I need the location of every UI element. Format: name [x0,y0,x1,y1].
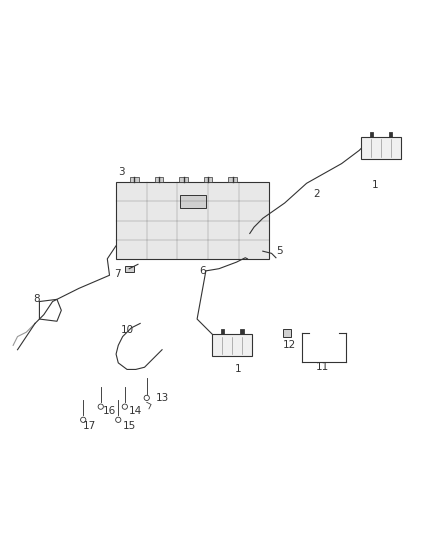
Bar [240,329,244,334]
Bar [212,334,252,356]
Bar [228,177,237,182]
Text: 13: 13 [155,393,169,403]
Text: 6: 6 [199,266,206,276]
Bar [179,177,188,182]
Text: 14: 14 [129,406,142,416]
Bar [180,195,206,208]
Bar [221,329,224,334]
Text: 1: 1 [372,181,379,190]
Bar [389,132,392,138]
Bar [125,265,134,272]
Text: 12: 12 [283,341,296,350]
Text: 17: 17 [83,422,96,431]
Text: 11: 11 [315,362,328,372]
Text: 16: 16 [103,406,116,416]
Bar [130,177,139,182]
Bar [155,177,163,182]
Bar [204,177,212,182]
Text: 7: 7 [114,269,120,279]
Text: 15: 15 [123,422,136,431]
Text: 10: 10 [120,325,134,335]
Text: 1: 1 [234,365,241,374]
Bar [370,132,373,138]
Text: 8: 8 [33,294,39,304]
Bar [361,138,401,159]
Text: 3: 3 [118,167,125,177]
Text: 2: 2 [313,189,320,199]
Bar [116,182,269,259]
Bar [283,329,291,336]
Text: 5: 5 [276,246,283,256]
